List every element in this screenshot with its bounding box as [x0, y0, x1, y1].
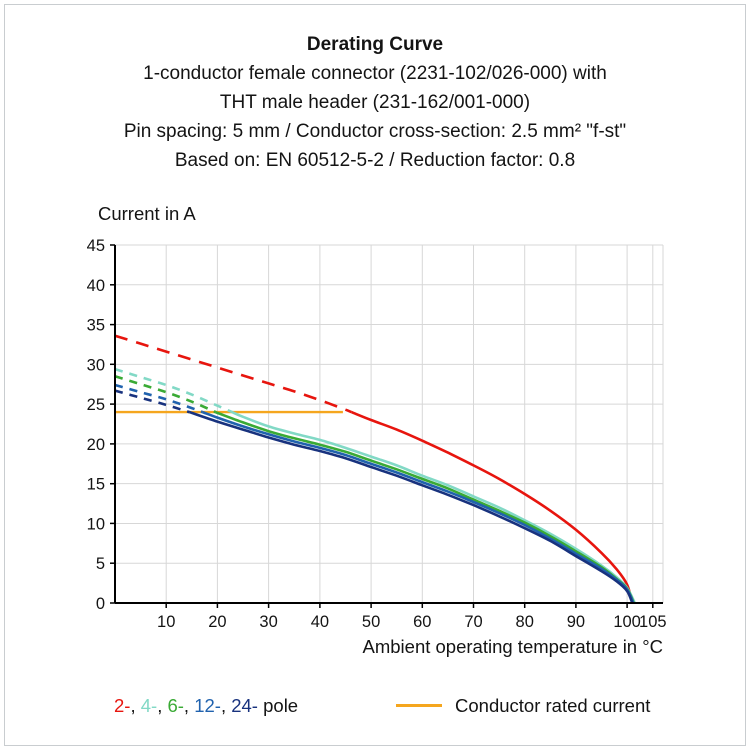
y-tick-label-15: 15: [87, 476, 105, 494]
x-tick-label-60: 60: [413, 613, 431, 631]
legend-pole-list: 2-, 4-, 6-, 12-, 24- pole: [114, 695, 299, 716]
curve-12-pole-solid: [202, 410, 635, 604]
legend-pole-4: 4-: [140, 695, 158, 716]
legend-pole-12: 12-: [194, 695, 221, 716]
subtitle-line-2: THT male header (231-162/001-000): [219, 92, 531, 113]
x-tick-label-30: 30: [259, 613, 277, 631]
legend-rated-current: Conductor rated current: [396, 695, 650, 717]
x-tick-label-70: 70: [464, 613, 482, 631]
curve-2-pole-solid: [350, 410, 634, 604]
curve-6-pole-dashed: [114, 375, 217, 414]
legend-pole-2: 2-: [114, 695, 131, 716]
x-tick-label-105: 105: [639, 613, 667, 631]
y-axis-title: Current in A: [98, 203, 196, 224]
x-tick-label-10: 10: [157, 613, 175, 631]
y-tick-label-10: 10: [87, 515, 105, 533]
x-tick-label-20: 20: [208, 613, 226, 631]
curve-24-pole-dashed: [114, 389, 190, 414]
subtitle-line-4: Based on: EN 60512-5-2 / Reduction facto…: [174, 150, 576, 171]
curve-2-pole-dashed: [114, 334, 352, 414]
subtitle-line-3: Pin spacing: 5 mm / Conductor cross-sect…: [123, 121, 627, 142]
y-tick-label-0: 0: [96, 595, 105, 613]
x-axis-title: Ambient operating temperature in °C: [363, 636, 663, 657]
x-tick-label-40: 40: [311, 613, 329, 631]
rated-current-label: Conductor rated current: [455, 695, 651, 716]
y-tick-label-40: 40: [87, 277, 105, 295]
rated-current-line-swatch: [396, 703, 442, 707]
chart-title: Derating Curve: [306, 34, 444, 55]
chart-header: Derating Curve 1-conductor female connec…: [0, 30, 750, 175]
x-tick-label-50: 50: [362, 613, 380, 631]
curve-4-pole-dashed: [114, 367, 233, 414]
curve-6-pole-solid: [213, 410, 635, 604]
legend-pole-6: 6-: [167, 695, 184, 716]
curve-12-pole-dashed: [114, 383, 203, 414]
legend-pole-24: 24-: [231, 695, 258, 716]
y-tick-label-5: 5: [96, 555, 105, 573]
subtitle-line-1: 1-conductor female connector (2231-102/0…: [143, 63, 607, 84]
y-tick-label-20: 20: [87, 436, 105, 454]
y-tick-label-45: 45: [87, 237, 105, 255]
y-tick-label-35: 35: [87, 317, 105, 335]
x-tick-label-100: 100: [613, 613, 641, 631]
y-tick-label-25: 25: [87, 396, 105, 414]
y-tick-label-30: 30: [87, 356, 105, 374]
curve-24-pole-solid: [187, 410, 634, 604]
curve-4-pole-solid: [231, 410, 636, 604]
x-tick-label-80: 80: [516, 613, 534, 631]
x-tick-label-90: 90: [567, 613, 585, 631]
